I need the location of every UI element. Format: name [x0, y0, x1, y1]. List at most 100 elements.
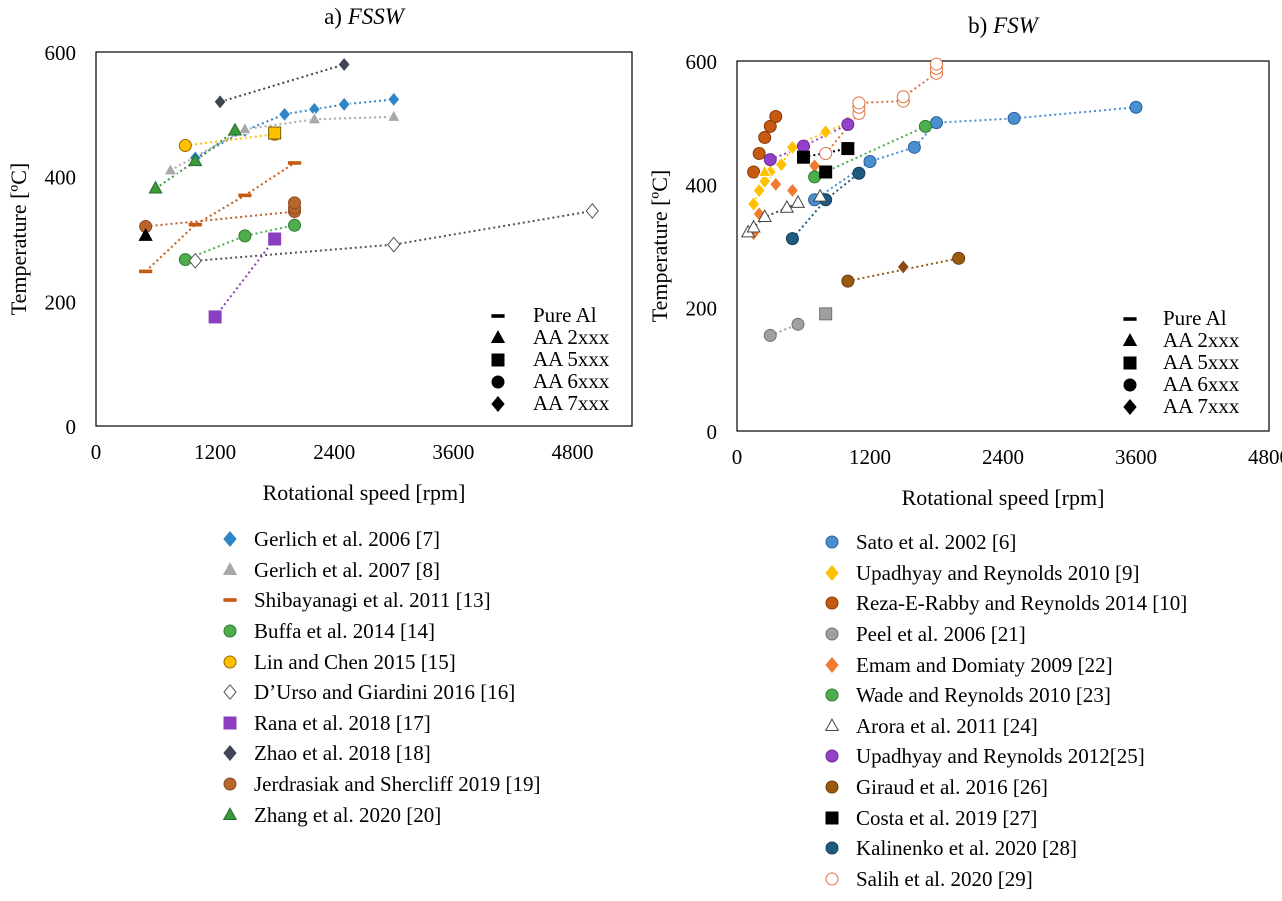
x-tick-label: 1200	[849, 445, 891, 469]
trendline	[195, 210, 593, 262]
legend-marker-shape	[223, 745, 237, 762]
alloy-legend-marker	[490, 330, 506, 343]
chart-title: b) FSW	[968, 13, 1039, 38]
data-point	[841, 274, 855, 288]
chart-title: a) FSSW	[324, 4, 406, 29]
data-point	[188, 153, 203, 167]
legend-marker-shape	[223, 624, 237, 638]
legend-label: Reza-E-Rabby and Reynolds 2014 [10]	[856, 591, 1188, 616]
data-point	[288, 196, 302, 210]
alloy-legend-label: AA 7xxx	[533, 391, 610, 415]
legend-label: Sato et al. 2002 [6]	[856, 530, 1017, 555]
legend-item: Peel et al. 2006 [21]	[820, 619, 1187, 650]
y-tick-label: 400	[45, 166, 77, 190]
y-tick-label: 600	[45, 41, 77, 65]
data-point	[790, 194, 806, 208]
data-point	[863, 155, 877, 169]
y-tick-label: 0	[707, 420, 718, 444]
y-tick-label: 400	[686, 173, 718, 197]
legend-marker	[825, 872, 839, 886]
data-point	[386, 108, 401, 122]
legend-label: D’Urso and Giardini 2016 [16]	[254, 680, 516, 705]
data-point	[763, 328, 777, 342]
legend-label: Upadhyay and Reynolds 2010 [9]	[856, 560, 1140, 585]
data-point	[752, 182, 766, 199]
alloy-legend-marker	[491, 375, 505, 389]
legend-marker	[825, 749, 839, 763]
legend-marker-shape	[223, 684, 237, 701]
trendline	[747, 201, 799, 234]
trendline	[814, 125, 926, 178]
legend-item: Shibayanagi et al. 2011 [13]	[218, 585, 541, 616]
x-tick-label: 0	[91, 440, 102, 464]
legend-marker	[222, 806, 238, 820]
data-point	[918, 119, 932, 133]
data-point	[188, 222, 202, 227]
data-point	[819, 123, 833, 140]
trendline	[185, 133, 275, 147]
legend-label: Zhang et al. 2020 [20]	[254, 802, 442, 827]
data-point	[148, 180, 163, 194]
legend-label: Costa et al. 2019 [27]	[856, 805, 1038, 830]
y-tick-label: 600	[686, 50, 718, 74]
alloy-legend-marker	[1122, 333, 1138, 346]
legend-label: Peel et al. 2006 [21]	[856, 622, 1026, 647]
chart-a: a) FSSW 0 1200 2400 3600 4800 0 200 400 600 Rotati…	[6, 4, 633, 505]
legend-marker	[222, 561, 238, 575]
alloy-legend-label: Pure Al	[533, 303, 597, 327]
alloy-legend-marker	[491, 396, 505, 412]
legend-item: Giraud et al. 2016 [26]	[820, 772, 1187, 803]
x-tick-label: 1200	[194, 440, 236, 464]
data-point	[337, 96, 351, 113]
legend-marker	[825, 688, 839, 702]
data-point	[307, 111, 322, 125]
legend-marker-shape	[223, 531, 237, 548]
data-point	[238, 193, 252, 198]
data-point	[952, 251, 966, 265]
trendline	[814, 106, 1137, 201]
legend-marker-shape	[223, 716, 237, 730]
legend-label: Shibayanagi et al. 2011 [13]	[254, 588, 491, 613]
legend-item: Zhang et al. 2020 [20]	[218, 799, 541, 830]
data-point	[746, 219, 761, 233]
data-point	[757, 209, 772, 223]
legend-marker-shape	[223, 598, 237, 603]
legend-item: Buffa et al. 2014 [14]	[218, 616, 541, 647]
data-point	[288, 218, 302, 232]
legend-label: Lin and Chen 2015 [15]	[254, 649, 456, 674]
data-point	[769, 110, 783, 123]
y-tick-label: 0	[66, 415, 77, 439]
legend-marker-shape	[223, 655, 237, 669]
data-point	[896, 90, 910, 104]
series-legend-fssw: Gerlich et al. 2006 [7] Gerlich et al. 20…	[218, 524, 541, 830]
legend-marker	[825, 656, 839, 673]
data-point	[785, 232, 799, 246]
data-point	[178, 139, 192, 152]
data-point	[808, 170, 822, 184]
trendline	[155, 129, 236, 190]
legend-item: Sato et al. 2002 [6]	[820, 527, 1187, 558]
legend-marker-shape	[825, 627, 839, 641]
legend-item: D’Urso and Giardini 2016 [16]	[218, 677, 541, 708]
x-axis-label: Rotational speed [rpm]	[902, 485, 1105, 510]
legend-item: Wade and Reynolds 2010 [23]	[820, 680, 1187, 711]
legend-marker-shape	[825, 564, 839, 581]
legend-marker	[223, 777, 237, 791]
data-point	[779, 199, 795, 213]
legend-marker	[825, 535, 839, 549]
data-point	[819, 165, 833, 179]
legend-marker-shape	[825, 811, 839, 825]
data-point	[930, 57, 943, 71]
legend-marker	[825, 780, 839, 794]
legend-marker-shape	[825, 656, 839, 673]
alloy-legend-label: AA 2xxx	[533, 325, 610, 349]
legend-marker	[825, 564, 839, 581]
legend-marker-shape	[825, 749, 839, 763]
legend-marker-shape	[222, 806, 238, 820]
x-tick-label: 4800	[551, 440, 593, 464]
legend-marker	[223, 684, 237, 701]
data-point	[287, 161, 302, 165]
legend-label: Kalinenko et al. 2020 [28]	[856, 836, 1078, 861]
legend-item: Upadhyay and Reynolds 2012[25]	[820, 741, 1187, 772]
legend-marker-shape	[825, 841, 839, 855]
